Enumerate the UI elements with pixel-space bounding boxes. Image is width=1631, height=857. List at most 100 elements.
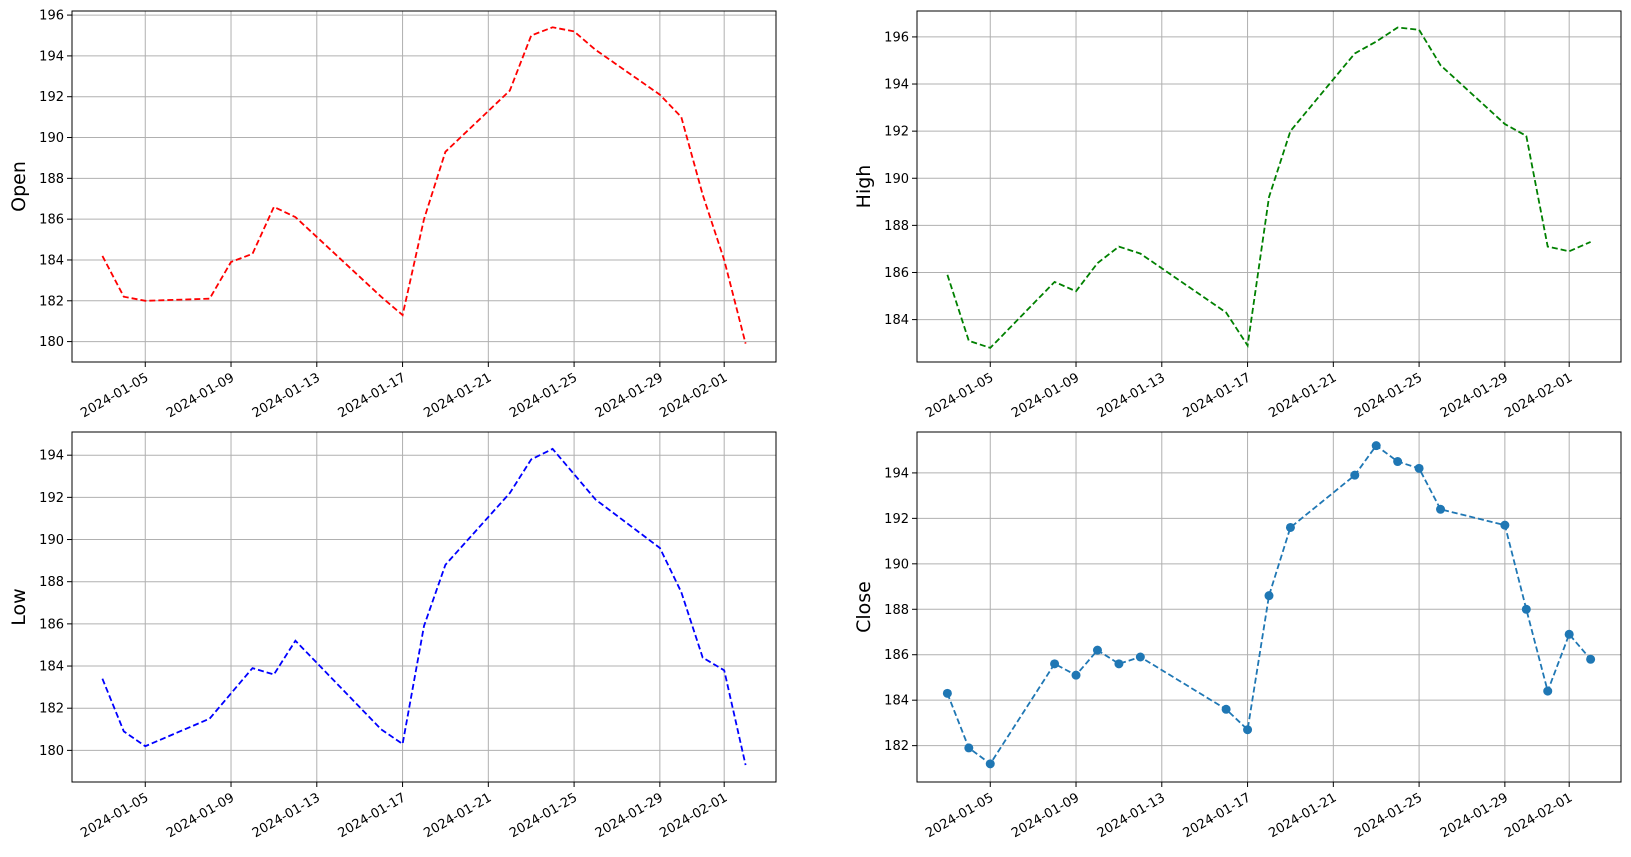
data-point — [985, 759, 995, 769]
x-tick-label: 2024-01-21 — [421, 370, 494, 421]
data-point — [1586, 654, 1596, 664]
x-tick-label: 2024-01-05 — [78, 370, 151, 421]
y-tick-label: 180 — [39, 335, 64, 350]
y-axis-label: Open — [8, 161, 30, 212]
y-tick-label: 196 — [884, 30, 909, 45]
y-tick-label: 196 — [39, 9, 64, 24]
x-tick-label: 2024-01-17 — [336, 370, 409, 421]
series-line — [946, 26, 1591, 349]
y-tick-label: 184 — [884, 313, 909, 328]
x-tick-label: 2024-01-21 — [421, 790, 494, 841]
y-tick-label: 186 — [884, 648, 909, 663]
y-tick-label: 186 — [39, 617, 64, 632]
data-point — [1500, 520, 1510, 530]
y-axis-label: High — [853, 165, 875, 209]
x-tick-label: 2024-02-01 — [657, 370, 730, 421]
x-tick-label: 2024-01-29 — [1438, 370, 1511, 421]
x-tick-label: 2024-01-17 — [336, 790, 409, 841]
data-point — [1414, 463, 1424, 473]
y-tick-label: 184 — [39, 253, 64, 268]
y-tick-label: 188 — [39, 575, 64, 590]
y-tick-label: 192 — [39, 491, 64, 506]
y-tick-label: 188 — [884, 603, 909, 618]
data-point — [1350, 470, 1360, 480]
y-tick-label: 186 — [884, 266, 909, 281]
data-point — [1436, 504, 1446, 514]
x-tick-label: 2024-01-25 — [507, 790, 580, 841]
data-point — [1092, 645, 1102, 655]
x-tick-label: 2024-02-01 — [657, 790, 730, 841]
x-tick-label: 2024-01-21 — [1266, 790, 1339, 841]
data-point — [1564, 629, 1574, 639]
y-tick-label: 192 — [884, 512, 909, 527]
data-point — [1371, 441, 1381, 451]
data-point — [1393, 457, 1403, 467]
y-tick-label: 190 — [39, 533, 64, 548]
x-tick-label: 2024-01-29 — [1438, 790, 1511, 841]
x-tick-label: 2024-01-09 — [1009, 790, 1082, 841]
y-tick-label: 186 — [39, 213, 64, 228]
data-point — [964, 743, 974, 753]
data-point — [1135, 652, 1145, 662]
plot-frame — [916, 431, 1622, 783]
y-tick-label: 194 — [39, 49, 64, 64]
y-tick-label: 190 — [884, 557, 909, 572]
x-tick-label: 2024-01-09 — [164, 790, 237, 841]
plot-frame — [71, 10, 777, 363]
y-tick-label: 190 — [39, 131, 64, 146]
data-point — [1221, 704, 1231, 714]
y-tick-label: 184 — [39, 660, 64, 675]
x-tick-label: 2024-01-05 — [923, 790, 996, 841]
data-point — [1114, 659, 1124, 669]
y-tick-label: 192 — [884, 125, 909, 140]
x-tick-label: 2024-01-25 — [507, 370, 580, 421]
series-line — [101, 26, 747, 344]
low-chart-panel: 180 182 184 186 188 190 192 194 2024-01-05 2024-0… — [8, 431, 777, 841]
data-point — [1050, 659, 1060, 669]
y-tick-label: 184 — [884, 694, 909, 709]
x-tick-label: 2024-01-17 — [1181, 790, 1254, 841]
x-tick-label: 2024-01-09 — [1009, 370, 1082, 421]
y-tick-label: 194 — [884, 78, 909, 93]
y-tick-label: 182 — [884, 739, 909, 754]
y-tick-label: 192 — [39, 90, 64, 105]
open-chart-panel: 180 182 184 186 188 190 192 194 196 2024-01-05 202… — [8, 9, 777, 421]
x-tick-label: 2024-02-01 — [1502, 790, 1575, 841]
y-tick-label: 194 — [39, 449, 64, 464]
x-tick-label: 2024-01-05 — [923, 370, 996, 421]
data-point — [1521, 604, 1531, 614]
x-tick-label: 2024-01-13 — [1095, 790, 1168, 841]
x-tick-label: 2024-01-13 — [250, 790, 323, 841]
y-tick-label: 188 — [39, 172, 64, 187]
data-point — [1285, 522, 1295, 532]
y-axis-label: Low — [8, 588, 30, 625]
plot-frame — [916, 10, 1622, 363]
x-tick-label: 2024-02-01 — [1502, 370, 1575, 421]
x-tick-label: 2024-01-29 — [593, 790, 666, 841]
y-tick-label: 182 — [39, 702, 64, 717]
x-tick-label: 2024-01-05 — [78, 790, 151, 841]
x-tick-label: 2024-01-25 — [1352, 790, 1425, 841]
x-tick-label: 2024-01-25 — [1352, 370, 1425, 421]
x-tick-label: 2024-01-17 — [1181, 370, 1254, 421]
x-tick-label: 2024-01-09 — [164, 370, 237, 421]
series-line — [946, 444, 1592, 766]
y-axis-label: Close — [853, 581, 875, 633]
close-chart-panel: 182 184 186 188 190 192 194 2024-01-05 2024-01-0… — [853, 431, 1622, 841]
data-point — [1543, 686, 1553, 696]
data-point — [1243, 725, 1253, 735]
high-chart-panel: 184 186 188 190 192 194 196 2024-01-05 2024-01-0… — [853, 10, 1622, 421]
x-tick-label: 2024-01-21 — [1266, 370, 1339, 421]
x-tick-label: 2024-01-29 — [593, 370, 666, 421]
plot-frame — [71, 431, 777, 783]
y-tick-label: 180 — [39, 744, 64, 759]
x-tick-label: 2024-01-13 — [1095, 370, 1168, 421]
data-point — [942, 688, 952, 698]
data-point — [1264, 591, 1274, 601]
x-tick-label: 2024-01-13 — [250, 370, 323, 421]
y-tick-label: 190 — [884, 172, 909, 187]
data-point — [1071, 670, 1081, 680]
y-tick-label: 194 — [884, 466, 909, 481]
series-line — [101, 447, 747, 766]
